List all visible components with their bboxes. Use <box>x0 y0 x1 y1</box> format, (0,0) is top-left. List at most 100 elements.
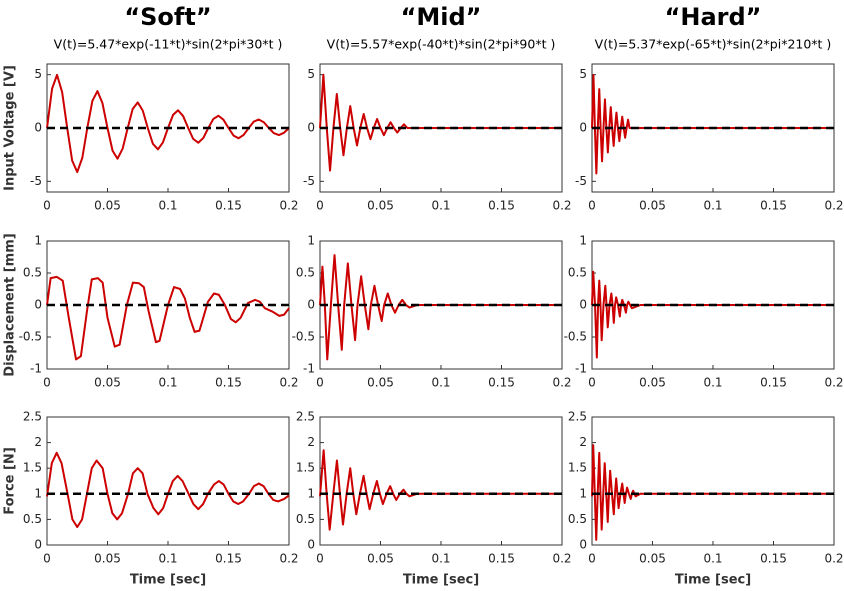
y-tick-label: 2.5 <box>296 410 315 424</box>
y-tick-label: 0 <box>579 298 587 312</box>
data-line <box>591 270 834 359</box>
y-tick-label: 2 <box>307 435 315 449</box>
y-tick-label: -5 <box>575 174 587 188</box>
x-tick-label: 0.05 <box>639 552 666 566</box>
y-tick-label: 2.5 <box>23 410 42 424</box>
x-tick-label: 0.05 <box>94 376 121 390</box>
y-tick-label: -1 <box>303 362 315 376</box>
data-line <box>319 73 562 172</box>
x-tick-label: 0 <box>43 552 51 566</box>
x-tick-label: 0.1 <box>703 552 722 566</box>
x-tick-label: 0 <box>588 552 596 566</box>
column-title: “Hard” <box>665 3 762 31</box>
y-axis-label: Input Voltage [V] <box>3 65 18 191</box>
data-line <box>591 73 834 175</box>
y-tick-label: 0.5 <box>296 512 315 526</box>
x-tick-label: 0.15 <box>215 376 242 390</box>
x-tick-label: 0.2 <box>279 199 298 213</box>
x-tick-label: 0.15 <box>488 376 515 390</box>
y-tick-label: 0.5 <box>296 266 315 280</box>
x-tick-label: 0.05 <box>94 199 121 213</box>
y-tick-label: 0 <box>34 538 42 552</box>
y-tick-label: 0 <box>34 298 42 312</box>
x-tick-label: 0.15 <box>215 199 242 213</box>
y-tick-label: 5 <box>579 67 587 81</box>
equation: V(t)=5.57*exp(-40*t)*sin(2*pi*90*t ) <box>327 37 556 52</box>
y-tick-label: 2.5 <box>568 410 587 424</box>
x-tick-label: 0.15 <box>760 376 787 390</box>
x-tick-label: 0.1 <box>431 376 450 390</box>
x-tick-label: 0 <box>588 199 596 213</box>
x-tick-label: 0.1 <box>431 199 450 213</box>
y-tick-label: 0.5 <box>568 266 587 280</box>
y-tick-label: -5 <box>303 174 315 188</box>
y-tick-label: 0.5 <box>23 266 42 280</box>
x-tick-label: 0 <box>43 376 51 390</box>
y-tick-label: -0.5 <box>564 330 587 344</box>
x-tick-label: 0.1 <box>431 552 450 566</box>
x-tick-label: 0.2 <box>552 552 571 566</box>
y-tick-label: 1.5 <box>23 461 42 475</box>
y-tick-label: 0.5 <box>568 512 587 526</box>
x-tick-label: 0.1 <box>158 552 177 566</box>
y-tick-label: -1 <box>30 362 42 376</box>
x-tick-label: 0.2 <box>552 376 571 390</box>
y-tick-label: 1 <box>579 234 587 248</box>
x-tick-label: 0 <box>588 376 596 390</box>
y-tick-label: 1 <box>307 234 315 248</box>
x-tick-label: 0.2 <box>279 552 298 566</box>
x-tick-label: 0.05 <box>367 376 394 390</box>
y-tick-label: -5 <box>30 174 42 188</box>
x-tick-label: 0.1 <box>703 199 722 213</box>
x-tick-label: 0.2 <box>824 552 843 566</box>
y-tick-label: 1 <box>34 234 42 248</box>
plot-area <box>46 416 290 546</box>
data-line <box>591 444 834 541</box>
y-tick-label: 0 <box>307 538 315 552</box>
y-tick-label: 5 <box>34 67 42 81</box>
x-tick-label: 0.2 <box>824 199 843 213</box>
y-tick-label: 1 <box>34 486 42 500</box>
x-tick-label: 0.2 <box>824 376 843 390</box>
y-tick-label: 0.5 <box>23 512 42 526</box>
x-tick-label: 0.15 <box>760 199 787 213</box>
y-tick-label: -1 <box>575 362 587 376</box>
x-tick-label: 0 <box>316 552 324 566</box>
y-tick-label: -0.5 <box>292 330 315 344</box>
x-tick-label: 0.15 <box>488 552 515 566</box>
x-tick-label: 0.1 <box>703 376 722 390</box>
x-tick-label: 0.05 <box>367 199 394 213</box>
y-axis-label: Displacement [mm] <box>3 233 18 376</box>
x-tick-label: 0.15 <box>488 199 515 213</box>
x-axis-label: Time [sec] <box>403 573 479 588</box>
x-tick-label: 0.05 <box>639 376 666 390</box>
plot-area <box>591 416 835 546</box>
x-tick-label: 0.15 <box>215 552 242 566</box>
y-tick-label: 0 <box>307 121 315 135</box>
equation: V(t)=5.37*exp(-65*t)*sin(2*pi*210*t ) <box>595 37 832 52</box>
x-tick-label: 0 <box>316 199 324 213</box>
y-tick-label: -0.5 <box>19 330 42 344</box>
x-tick-label: 0.2 <box>552 199 571 213</box>
x-tick-label: 0 <box>316 376 324 390</box>
y-tick-label: 2 <box>579 435 587 449</box>
x-tick-label: 0.05 <box>639 199 666 213</box>
x-tick-label: 0.1 <box>158 376 177 390</box>
x-tick-label: 0.05 <box>367 552 394 566</box>
x-tick-label: 0.05 <box>94 552 121 566</box>
y-tick-label: 1.5 <box>568 461 587 475</box>
column-title: “Soft” <box>124 3 211 31</box>
column-title: “Mid” <box>401 3 482 31</box>
y-tick-label: 0 <box>34 121 42 135</box>
x-tick-label: 0.2 <box>279 376 298 390</box>
y-tick-label: 1.5 <box>296 461 315 475</box>
x-axis-label: Time [sec] <box>130 573 206 588</box>
x-tick-label: 0.1 <box>158 199 177 213</box>
y-tick-label: 0 <box>579 121 587 135</box>
x-tick-label: 0.15 <box>760 552 787 566</box>
y-tick-label: 5 <box>307 67 315 81</box>
y-tick-label: 1 <box>579 486 587 500</box>
y-tick-label: 0 <box>307 298 315 312</box>
y-axis-label: Force [N] <box>3 447 18 515</box>
